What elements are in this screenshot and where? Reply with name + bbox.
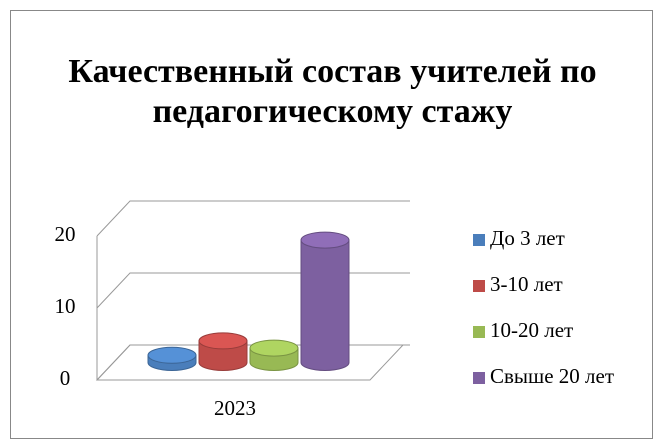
bar-top — [198, 332, 248, 350]
bar — [249, 339, 299, 371]
bar-top — [147, 346, 197, 364]
legend-label: Свыше 20 лет — [490, 364, 614, 388]
chart-title: Качественный состав учителей по педагоги… — [68, 53, 597, 130]
y-tick-label: 10 — [55, 294, 76, 318]
chart-frame — [10, 10, 653, 439]
legend-swatch — [473, 326, 485, 338]
legend-swatch — [473, 280, 485, 292]
bar — [147, 346, 197, 371]
bar-top — [249, 339, 299, 357]
bar-top — [300, 231, 350, 249]
legend-swatch — [473, 372, 485, 384]
bar-body — [300, 239, 350, 371]
grid-line — [96, 272, 410, 309]
legend-label: 10-20 лет — [490, 318, 573, 342]
legend-label: 3-10 лет — [490, 272, 563, 296]
bar — [198, 332, 248, 371]
y-tick-label: 0 — [60, 366, 71, 390]
bar — [300, 231, 350, 371]
legend-label: До 3 лет — [490, 226, 565, 250]
y-tick-label: 20 — [55, 222, 76, 246]
grid-line — [96, 200, 410, 237]
legend-swatch — [473, 234, 485, 246]
x-tick-label: 2023 — [214, 396, 256, 420]
